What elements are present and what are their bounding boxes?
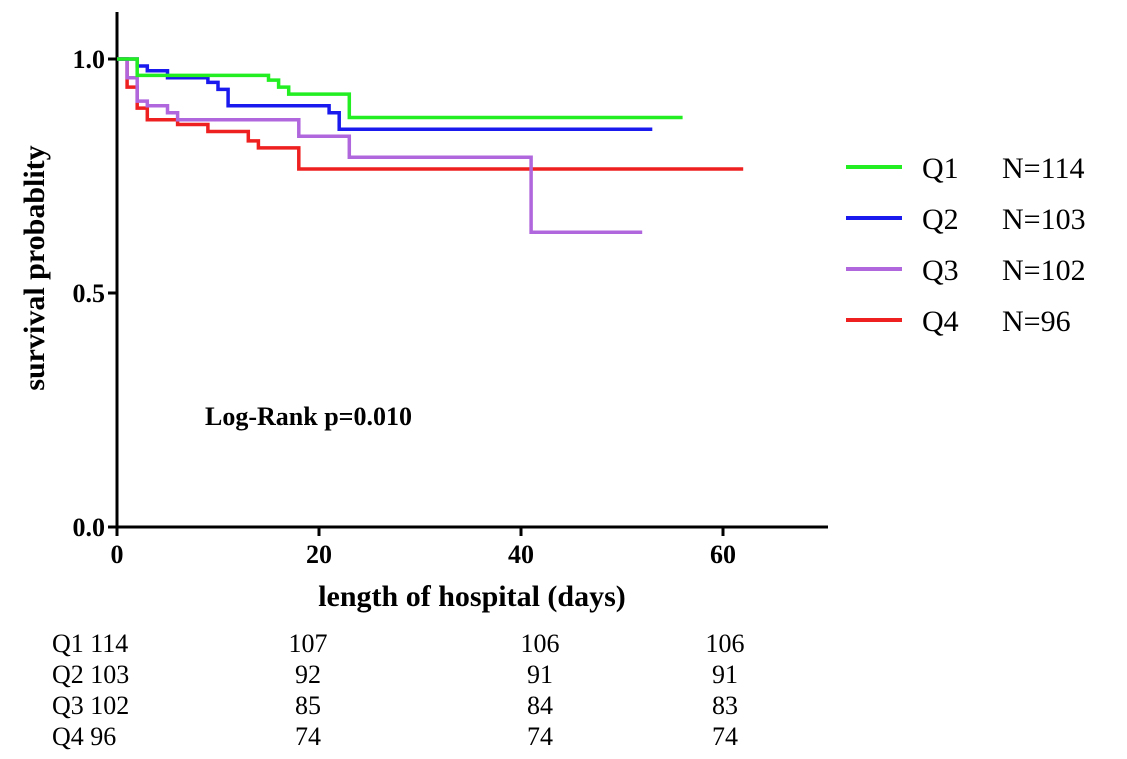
- log-rank-annotation: Log-Rank p=0.010: [205, 402, 412, 431]
- risk-table: Q1 114 107 106 106 Q2 103 92 91 91 Q3 102 85 84 83 Q…: [52, 629, 745, 751]
- legend-label-q1: Q1: [922, 152, 959, 185]
- risk-cell: 106: [521, 629, 560, 658]
- risk-cell: 74: [712, 722, 738, 751]
- risk-cell: 92: [295, 660, 321, 689]
- risk-row-q4: Q4 96: [52, 722, 116, 751]
- risk-row-q3: Q3 102: [52, 691, 129, 720]
- legend-label-q4: Q4: [922, 305, 959, 338]
- risk-cell: 74: [527, 722, 553, 751]
- risk-cell: 107: [289, 629, 328, 658]
- y-tick-label: 1.0: [73, 45, 106, 74]
- x-axis-title: length of hospital (days): [318, 580, 626, 613]
- risk-cell: 91: [527, 660, 553, 689]
- x-tick-label: 60: [710, 540, 736, 569]
- y-tick-label: 0.5: [73, 279, 106, 308]
- x-tick-label: 0: [111, 540, 124, 569]
- risk-cell: 91: [712, 660, 738, 689]
- legend: Q1 N=114 Q2 N=103 Q3 N=102 Q4 N=96: [846, 152, 1086, 338]
- axes: [115, 12, 828, 529]
- legend-label-q3: Q3: [922, 254, 959, 287]
- risk-cell: 106: [706, 629, 745, 658]
- series-line-q2: [117, 57, 653, 131]
- x-tick-label: 40: [508, 540, 534, 569]
- risk-cell: 84: [527, 691, 553, 720]
- risk-row-q1: Q1 114: [52, 629, 128, 658]
- series-line-q3: [117, 57, 643, 234]
- legend-label-q2: Q2: [922, 203, 959, 236]
- ticks: 0 20 40 60 0.0 0.5 1.0: [73, 45, 737, 569]
- legend-count-q4: N=96: [1002, 305, 1071, 338]
- x-tick-label: 20: [306, 540, 332, 569]
- y-tick-label: 0.0: [73, 513, 106, 542]
- risk-cell: 74: [295, 722, 321, 751]
- risk-cell: 83: [712, 691, 738, 720]
- legend-count-q3: N=102: [1002, 254, 1086, 287]
- legend-count-q1: N=114: [1002, 152, 1084, 185]
- risk-cell: 85: [295, 691, 321, 720]
- y-axis-title: survival probablity: [18, 145, 51, 390]
- legend-count-q2: N=103: [1002, 203, 1086, 236]
- risk-row-q2: Q2 103: [52, 660, 129, 689]
- series-line-q1: [117, 57, 683, 120]
- series-lines: [117, 57, 744, 234]
